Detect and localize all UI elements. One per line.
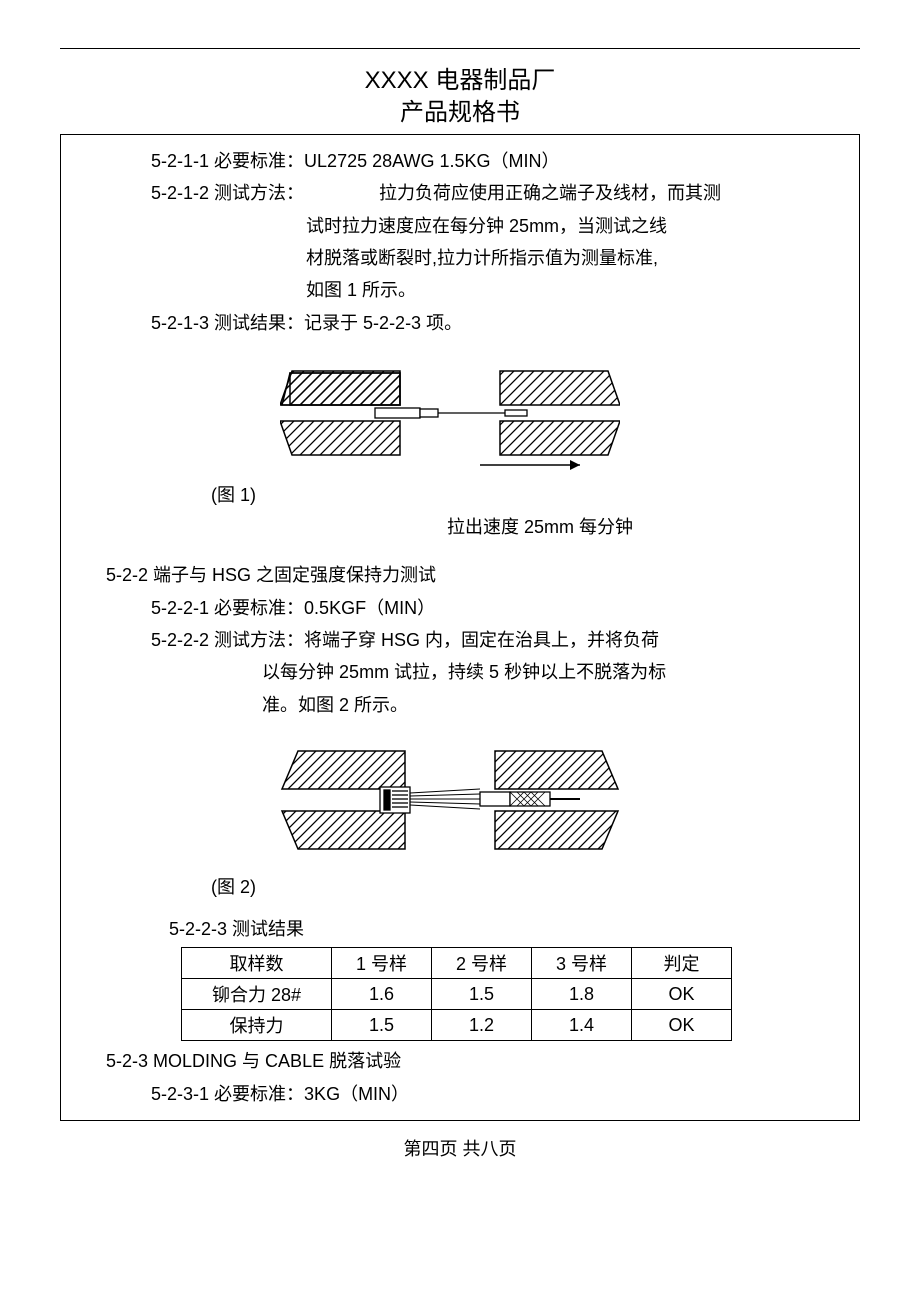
- item-number: 5-2-2: [106, 559, 153, 591]
- item-5-2-2-2-cont: 5-2-2-2 准。如图 2 所示。: [61, 689, 839, 721]
- item-5-2-2-2: 5-2-2-2 测试方法：将端子穿 HSG 内，固定在治具上，并将负荷: [61, 624, 839, 656]
- col-header: 1 号样: [332, 948, 432, 979]
- cont-line: 试时拉力速度应在每分钟 25mm，当测试之线: [214, 216, 667, 236]
- col-header: 3 号样: [532, 948, 632, 979]
- cell: 1.8: [532, 979, 632, 1010]
- item-number: 5-2-2-1: [151, 592, 214, 624]
- cell: 1.4: [532, 1010, 632, 1041]
- item-text: 必要标准：0.5KGF（MIN）: [214, 592, 839, 624]
- cell: 铆合力 28#: [182, 979, 332, 1010]
- item-5-2-2-1: 5-2-2-1 必要标准：0.5KGF（MIN）: [61, 592, 839, 624]
- results-table: 取样数 1 号样 2 号样 3 号样 判定 铆合力 28# 1.6 1.5 1.…: [181, 947, 732, 1041]
- item-text: 端子与 HSG 之固定强度保持力测试: [153, 559, 839, 591]
- item-text: 必要标准：UL2725 28AWG 1.5KG（MIN）: [214, 145, 839, 177]
- item-5-2-1-2-cont: 5-2-1-2 如图 1 所示。: [61, 274, 839, 306]
- cont-line: 如图 1 所示。: [214, 280, 416, 300]
- table-row: 取样数 1 号样 2 号样 3 号样 判定: [182, 948, 732, 979]
- item-5-2-1-3: 5-2-1-3 测试结果：记录于 5-2-2-3 项。: [61, 307, 839, 339]
- item-5-2-1-2-cont: 5-2-1-2 材脱落或断裂时,拉力计所指示值为测量标准,: [61, 242, 839, 274]
- figure-2-label: (图 2): [61, 873, 839, 899]
- item-5-2-3: 5-2-3 MOLDING 与 CABLE 脱落试验: [61, 1045, 839, 1077]
- figure-2: [61, 747, 839, 867]
- cell: 保持力: [182, 1010, 332, 1041]
- figure-1-svg: [280, 365, 620, 475]
- item-text: MOLDING 与 CABLE 脱落试验: [153, 1045, 839, 1077]
- cont-line: 准。如图 2 所示。: [214, 695, 408, 715]
- cont-line: 材脱落或断裂时,拉力计所指示值为测量标准,: [214, 248, 658, 268]
- item-5-2-3-1: 5-2-3-1 必要标准：3KG（MIN）: [61, 1078, 839, 1110]
- cell: 1.5: [332, 1010, 432, 1041]
- item-number: 5-2-3: [106, 1045, 153, 1077]
- item-5-2-2-3: 5-2-2-3 测试结果: [61, 913, 839, 945]
- item-5-2-2-2-cont: 5-2-2-2 以每分钟 25mm 试拉，持续 5 秒钟以上不脱落为标: [61, 656, 839, 688]
- cell: 1.5: [432, 979, 532, 1010]
- company-name: XXXX 电器制品厂: [60, 65, 860, 97]
- col-header: 判定: [632, 948, 732, 979]
- content-frame: 5-2-1-1 必要标准：UL2725 28AWG 1.5KG（MIN） 5-2…: [60, 134, 860, 1121]
- cell: 1.6: [332, 979, 432, 1010]
- page-footer: 第四页 共八页: [60, 1135, 860, 1161]
- table-row: 保持力 1.5 1.2 1.4 OK: [182, 1010, 732, 1041]
- cont-line: 以每分钟 25mm 试拉，持续 5 秒钟以上不脱落为标: [214, 662, 666, 682]
- figure-1-label: (图 1): [61, 481, 839, 507]
- item-number: 5-2-1-3: [151, 307, 214, 339]
- item-number: 5-2-2-3: [169, 913, 232, 945]
- cell: OK: [632, 1010, 732, 1041]
- table-row: 铆合力 28# 1.6 1.5 1.8 OK: [182, 979, 732, 1010]
- figure-1-caption: 拉出速度 25mm 每分钟: [61, 513, 839, 539]
- item-number: 5-2-3-1: [151, 1078, 214, 1110]
- figure-1: [61, 365, 839, 475]
- item-5-2-2: 5-2-2 端子与 HSG 之固定强度保持力测试: [61, 559, 839, 591]
- item-5-2-1-2: 5-2-1-2 测试方法：拉力负荷应使用正确之端子及线材，而其测: [61, 177, 839, 209]
- cell: 1.2: [432, 1010, 532, 1041]
- item-number: 5-2-2-2: [151, 624, 214, 656]
- item-5-2-1-2-cont: 5-2-1-2 试时拉力速度应在每分钟 25mm，当测试之线: [61, 210, 839, 242]
- item-text: 测试结果：记录于 5-2-2-3 项。: [214, 307, 839, 339]
- item-text: 测试方法：将端子穿 HSG 内，固定在治具上，并将负荷: [214, 624, 839, 656]
- col-header: 2 号样: [432, 948, 532, 979]
- item-text: 测试结果: [232, 913, 839, 945]
- item-number: 5-2-1-2: [151, 177, 214, 209]
- header-rule: [60, 48, 860, 49]
- doc-title: 产品规格书: [60, 97, 860, 129]
- cell: OK: [632, 979, 732, 1010]
- item-text: 必要标准：3KG（MIN）: [214, 1078, 839, 1110]
- item-text: 测试方法：拉力负荷应使用正确之端子及线材，而其测: [214, 177, 839, 209]
- doc-header: XXXX 电器制品厂 产品规格书: [60, 65, 860, 130]
- col-header: 取样数: [182, 948, 332, 979]
- item-5-2-1-1: 5-2-1-1 必要标准：UL2725 28AWG 1.5KG（MIN）: [61, 145, 839, 177]
- figure-2-svg: [280, 747, 620, 867]
- item-number: 5-2-1-1: [151, 145, 214, 177]
